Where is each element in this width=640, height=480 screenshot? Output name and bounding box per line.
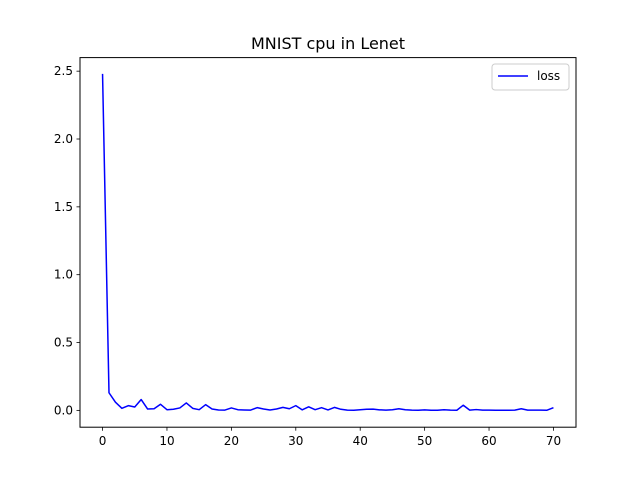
legend: loss — [491, 63, 570, 91]
y-tick-label: 1.0 — [54, 268, 73, 282]
x-tick-label: 10 — [159, 434, 174, 448]
y-tick-label: 1.5 — [54, 200, 73, 214]
x-tick-label: 40 — [353, 434, 368, 448]
y-tick-label: 0.0 — [54, 403, 73, 417]
x-tick-label: 70 — [546, 434, 561, 448]
y-tick-label: 0.5 — [54, 336, 73, 350]
x-tick-label: 60 — [481, 434, 496, 448]
chart-title: MNIST cpu in Lenet — [251, 34, 405, 53]
legend-box — [491, 63, 570, 91]
plot-frame — [79, 57, 577, 428]
x-tick-label: 30 — [288, 434, 303, 448]
x-tick-label: 50 — [417, 434, 432, 448]
y-tick-label: 2.5 — [54, 64, 73, 78]
y-tick-label: 2.0 — [54, 132, 73, 146]
x-tick-label: 0 — [99, 434, 107, 448]
series-line-loss — [101, 73, 554, 411]
legend-label-loss: loss — [537, 69, 560, 83]
x-tick-label: 20 — [224, 434, 239, 448]
